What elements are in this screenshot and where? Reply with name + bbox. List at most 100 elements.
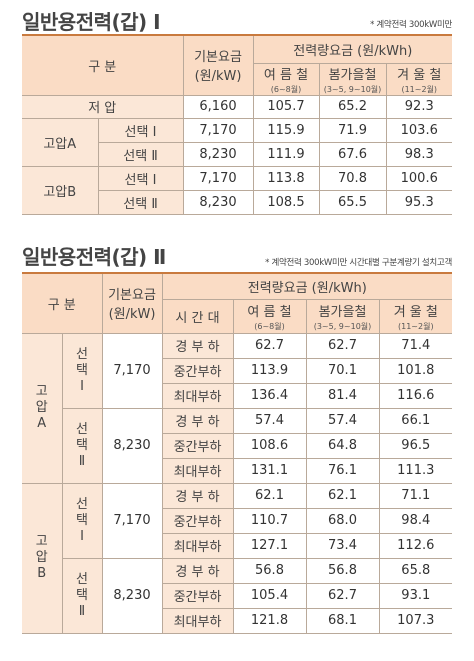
winter-rate: 101.8 bbox=[378, 357, 453, 384]
winter-rate: 93.1 bbox=[378, 582, 453, 609]
load-label: 중간부하 bbox=[162, 507, 234, 534]
load-label: 최대부하 bbox=[162, 457, 234, 484]
spring-autumn-rate: 56.8 bbox=[305, 557, 380, 584]
spring-autumn-rate: 68.1 bbox=[305, 607, 380, 634]
summer-rate: 108.6 bbox=[232, 432, 307, 459]
winter-rate: 65.8 bbox=[378, 557, 453, 584]
load-label: 경 부 하 bbox=[161, 557, 234, 584]
table-row: 고압A 선택Ⅰ 7,170 경 부 하 62.7 62.7 71.4 bbox=[22, 332, 453, 484]
table-row: 선택Ⅱ 8,230 경 부 하 57.4 57.4 66.1 bbox=[22, 407, 453, 484]
header-spring-autumn: 봄가을철 (3~5, 9~10월) bbox=[305, 298, 380, 334]
row-label-high-voltage-b: 고압B bbox=[22, 165, 99, 215]
table-row: 저 압 6,160 105.7 65.2 92.3 bbox=[22, 94, 453, 119]
base-charge: 7,170 bbox=[182, 117, 254, 143]
row-label-high-voltage-b: 고압B bbox=[22, 482, 63, 634]
header-base-charge: 기본요금 (원/kW) bbox=[101, 272, 163, 334]
spring-autumn-rate: 71.9 bbox=[318, 117, 387, 143]
spring-autumn-rate: 67.6 bbox=[318, 141, 387, 167]
summer-rate: 57.4 bbox=[232, 407, 307, 434]
winter-rate: 111.3 bbox=[378, 457, 453, 484]
rate-table-2: 구 분 기본요금 (원/kW) 전력량요금 (원/kWh) 시 간 대 여 름 … bbox=[22, 272, 453, 634]
winter-rate: 96.5 bbox=[378, 432, 453, 459]
summer-rate: 105.7 bbox=[252, 94, 320, 119]
option-label: 선택 Ⅱ bbox=[98, 141, 184, 167]
summer-rate: 56.8 bbox=[232, 557, 307, 584]
spring-autumn-rate: 62.7 bbox=[305, 332, 380, 359]
option-label: 선택Ⅱ bbox=[62, 407, 103, 484]
summer-rate: 113.9 bbox=[232, 357, 307, 384]
winter-rate: 71.1 bbox=[378, 482, 453, 509]
winter-rate: 71.4 bbox=[378, 332, 453, 359]
load-label: 경 부 하 bbox=[161, 332, 234, 359]
table-row: 최대부하 121.8 68.1 107.3 bbox=[22, 607, 453, 634]
option-label: 선택Ⅱ bbox=[62, 557, 103, 634]
spring-autumn-rate: 73.4 bbox=[305, 532, 380, 559]
load-label: 최대부하 bbox=[162, 532, 234, 559]
summer-rate: 62.1 bbox=[232, 482, 307, 509]
winter-rate: 103.6 bbox=[385, 117, 453, 143]
winter-rate: 95.3 bbox=[385, 189, 453, 215]
summer-rate: 62.7 bbox=[232, 332, 307, 359]
summer-rate: 105.4 bbox=[232, 582, 307, 609]
table-row: 고압A 선택 Ⅰ 7,170 115.9 71.9 103.6 bbox=[22, 117, 453, 167]
summer-rate: 121.8 bbox=[232, 607, 307, 634]
table2-note: * 계약전력 300kW미만 시간대별 구분계량기 설치고객 bbox=[265, 258, 452, 268]
load-label: 중간부하 bbox=[162, 582, 234, 609]
winter-rate: 112.6 bbox=[378, 532, 453, 559]
summer-rate: 108.5 bbox=[252, 189, 320, 215]
spring-autumn-rate: 70.1 bbox=[305, 357, 380, 384]
winter-rate: 66.1 bbox=[378, 407, 453, 434]
spring-autumn-rate: 76.1 bbox=[305, 457, 380, 484]
summer-rate: 115.9 bbox=[252, 117, 320, 143]
option-label: 선택Ⅰ bbox=[61, 482, 103, 559]
option-label: 선택 Ⅱ bbox=[98, 189, 184, 215]
table1-note: * 계약전력 300kW미만 bbox=[370, 20, 452, 30]
summer-rate: 111.9 bbox=[252, 141, 320, 167]
spring-autumn-rate: 62.1 bbox=[305, 482, 380, 509]
rate-table-1: 구 분 기본요금 (원/kW) 전력량요금 (원/kWh) 여 름 철 (6~8월… bbox=[22, 34, 453, 215]
table-row: 선택Ⅱ 8,230 경 부 하 56.8 56.8 65.8 bbox=[22, 557, 453, 634]
winter-rate: 98.4 bbox=[378, 507, 453, 534]
row-label-high-voltage-a: 고압A bbox=[22, 117, 99, 167]
winter-rate: 92.3 bbox=[385, 94, 453, 119]
option-label: 선택 Ⅰ bbox=[97, 117, 184, 143]
winter-rate: 100.6 bbox=[385, 165, 453, 191]
base-charge: 7,170 bbox=[101, 482, 163, 559]
spring-autumn-rate: 65.2 bbox=[318, 94, 387, 119]
header-winter: 겨 울 철 (11~2월) bbox=[385, 62, 453, 96]
header-gubun: 구 분 bbox=[22, 34, 184, 96]
base-charge: 6,160 bbox=[182, 94, 254, 119]
table-row: 중간부하 110.7 68.0 98.4 bbox=[22, 507, 453, 534]
table2-title: 일반용전력(갑) Ⅱ bbox=[22, 245, 166, 269]
load-label: 최대부하 bbox=[162, 382, 234, 409]
table-row: 최대부하 131.1 76.1 111.3 bbox=[22, 457, 453, 484]
winter-rate: 107.3 bbox=[378, 607, 453, 634]
base-charge: 8,230 bbox=[182, 141, 254, 167]
table-row: 중간부하 113.9 70.1 101.8 bbox=[22, 357, 453, 384]
summer-rate: 113.8 bbox=[252, 165, 320, 191]
summer-rate: 131.1 bbox=[232, 457, 307, 484]
load-label: 중간부하 bbox=[162, 357, 234, 384]
table-row: 최대부하 127.1 73.4 112.6 bbox=[22, 532, 453, 559]
base-charge: 7,170 bbox=[182, 165, 254, 191]
header-gubun: 구 분 bbox=[22, 272, 103, 334]
spring-autumn-rate: 62.7 bbox=[305, 582, 380, 609]
header-time-zone: 시 간 대 bbox=[162, 298, 234, 334]
summer-rate: 127.1 bbox=[232, 532, 307, 559]
table-row: 고압B 선택Ⅰ 7,170 경 부 하 62.1 62.1 71.1 bbox=[22, 482, 453, 634]
load-label: 경 부 하 bbox=[161, 407, 234, 434]
summer-rate: 110.7 bbox=[232, 507, 307, 534]
winter-rate: 98.3 bbox=[385, 141, 453, 167]
base-charge: 7,170 bbox=[101, 332, 163, 409]
header-winter: 겨 울 철 (11~2월) bbox=[378, 298, 453, 334]
header-summer: 여 름 철 (6~8월) bbox=[253, 62, 320, 96]
load-label: 최대부하 bbox=[162, 607, 234, 634]
table-row: 고압B 선택 Ⅰ 7,170 113.8 70.8 100.6 bbox=[22, 165, 453, 215]
spring-autumn-rate: 68.0 bbox=[305, 507, 380, 534]
header-energy-charge: 전력량요금 (원/kWh) bbox=[161, 272, 453, 300]
header-summer: 여 름 철 (6~8월) bbox=[232, 298, 307, 334]
load-label: 경 부 하 bbox=[161, 482, 234, 509]
spring-autumn-rate: 65.5 bbox=[318, 189, 387, 215]
table-row: 중간부하 108.6 64.8 96.5 bbox=[22, 432, 453, 459]
option-label: 선택Ⅰ bbox=[61, 332, 103, 409]
